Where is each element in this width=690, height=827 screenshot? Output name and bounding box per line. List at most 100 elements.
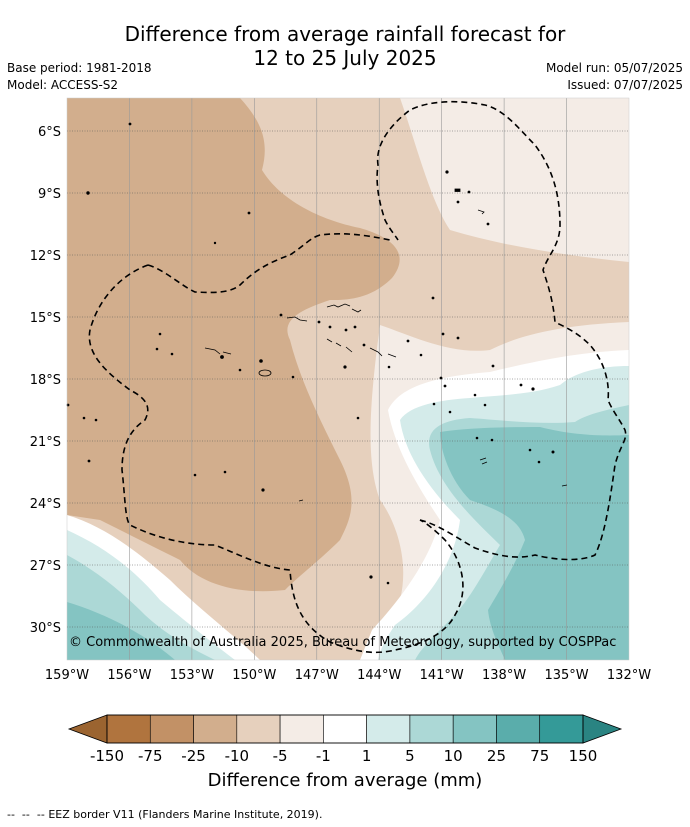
- colorbar-tick-label: 75: [530, 747, 549, 765]
- island: [66, 403, 70, 407]
- island: [456, 336, 460, 340]
- colorbar-cell: [149, 714, 194, 744]
- latitude-label: 24°S: [30, 497, 61, 512]
- colorbar-tick-label: -1: [316, 747, 331, 765]
- copyright-notice: © Commonwealth of Australia 2025, Bureau…: [69, 635, 616, 650]
- island: [94, 418, 98, 422]
- longitude-label: 147°W: [295, 668, 339, 683]
- island: [561, 484, 568, 487]
- island: [351, 308, 362, 313]
- island: [369, 347, 397, 358]
- island: [328, 325, 332, 329]
- colorbar-tick-label: 5: [405, 747, 415, 765]
- island: [362, 343, 366, 347]
- island: [432, 402, 436, 406]
- island: [387, 365, 391, 369]
- island: [344, 328, 348, 332]
- colorbar-cell: [236, 714, 281, 744]
- longitude-label: 156°W: [107, 668, 151, 683]
- colorbar-tick-labels: -150 -75 -25 -10 -5 -1 1 5 10 25 75 150: [90, 747, 597, 765]
- colorbar-cell: [452, 714, 497, 744]
- latitude-label: 27°S: [30, 559, 61, 574]
- island: [467, 190, 471, 194]
- island: [259, 359, 263, 363]
- latitude-labels: 6°S 9°S 12°S 15°S 18°S 21°S 24°S 27°S 30°S: [30, 125, 61, 636]
- longitude-label: 135°W: [544, 668, 588, 683]
- islands: [66, 122, 568, 585]
- eez-borders: [88, 100, 627, 654]
- longitude-label: 153°W: [170, 668, 214, 683]
- map-title: Difference from average rainfall forecas…: [0, 22, 690, 70]
- colorbar-cells: [106, 714, 584, 744]
- wet-10-25-east-region: [440, 427, 629, 660]
- island: [193, 473, 197, 477]
- island: [258, 369, 272, 377]
- run-info: Model run: 05/07/2025 Issued: 07/07/2025: [546, 60, 683, 94]
- island: [386, 581, 390, 585]
- colorbar-tick-label: 150: [569, 747, 598, 765]
- island: [477, 209, 485, 215]
- latitude-label: 9°S: [38, 187, 61, 202]
- island: [86, 191, 90, 195]
- island: [170, 352, 174, 356]
- island: [551, 450, 555, 454]
- colorbar-cell: [279, 714, 324, 744]
- issued-date: Issued: 07/07/2025: [567, 78, 683, 92]
- island: [298, 499, 304, 502]
- longitude-label: 159°W: [45, 668, 89, 683]
- longitude-label: 132°W: [607, 668, 651, 683]
- graticule: [67, 98, 629, 660]
- island: [87, 459, 91, 463]
- model-name: Model: ACCESS-S2: [7, 78, 119, 92]
- island: [158, 332, 162, 336]
- colorbar: -150 -75 -25 -10 -5 -1 1 5 10 25 75 150: [67, 714, 623, 765]
- colorbar-tick-label: -75: [138, 747, 163, 765]
- colorbar-cell: [409, 714, 454, 744]
- island: [247, 211, 251, 215]
- island: [261, 488, 265, 492]
- island: [475, 436, 479, 440]
- island: [479, 457, 488, 465]
- island: [443, 384, 447, 388]
- eez-legend: -- -- -- EEZ border V11 (Flanders Marine…: [7, 808, 322, 821]
- latitude-label: 12°S: [30, 249, 61, 264]
- latitude-label: 21°S: [30, 435, 61, 450]
- eez-cook-islands: [88, 264, 464, 654]
- island: [238, 368, 242, 372]
- island: [490, 438, 494, 442]
- island: [326, 338, 353, 353]
- longitude-labels: 159°W 156°W 153°W 150°W 147°W 144°W 141°W 138°W…: [45, 668, 651, 683]
- base-period: Base period: 1981-2018: [7, 61, 152, 75]
- colorbar-tick-label: -25: [181, 747, 206, 765]
- colorbar-extend-high: [582, 714, 623, 744]
- title-line-2: 12 to 25 July 2025: [253, 46, 437, 70]
- island: [213, 241, 217, 245]
- island: [537, 460, 541, 464]
- island: [317, 320, 321, 324]
- longitude-label: 141°W: [420, 668, 464, 683]
- longitude-label: 150°W: [232, 668, 276, 683]
- island: [419, 353, 423, 357]
- island: [82, 416, 86, 420]
- colorbar-cell: [539, 714, 584, 744]
- island: [454, 188, 461, 192]
- model-info: Base period: 1981-2018 Model: ACCESS-S2: [7, 60, 152, 94]
- eez-cook-islands-north: [147, 233, 391, 294]
- island: [491, 364, 495, 368]
- island: [291, 375, 295, 379]
- longitude-label: 138°W: [482, 668, 526, 683]
- island: [326, 303, 351, 308]
- island: [528, 448, 532, 452]
- island: [473, 393, 477, 397]
- wet-10-25-west-band: [67, 602, 175, 660]
- map-frame: [66, 97, 630, 661]
- island: [406, 339, 410, 343]
- island: [441, 332, 445, 336]
- colorbar-tick-label: -10: [225, 747, 250, 765]
- latitude-label: 6°S: [38, 125, 61, 140]
- island: [519, 383, 523, 387]
- eez-legend-text: EEZ border V11 (Flanders Marine Institut…: [48, 808, 323, 821]
- island: [128, 122, 132, 126]
- colorbar-tick-label: -150: [90, 747, 124, 765]
